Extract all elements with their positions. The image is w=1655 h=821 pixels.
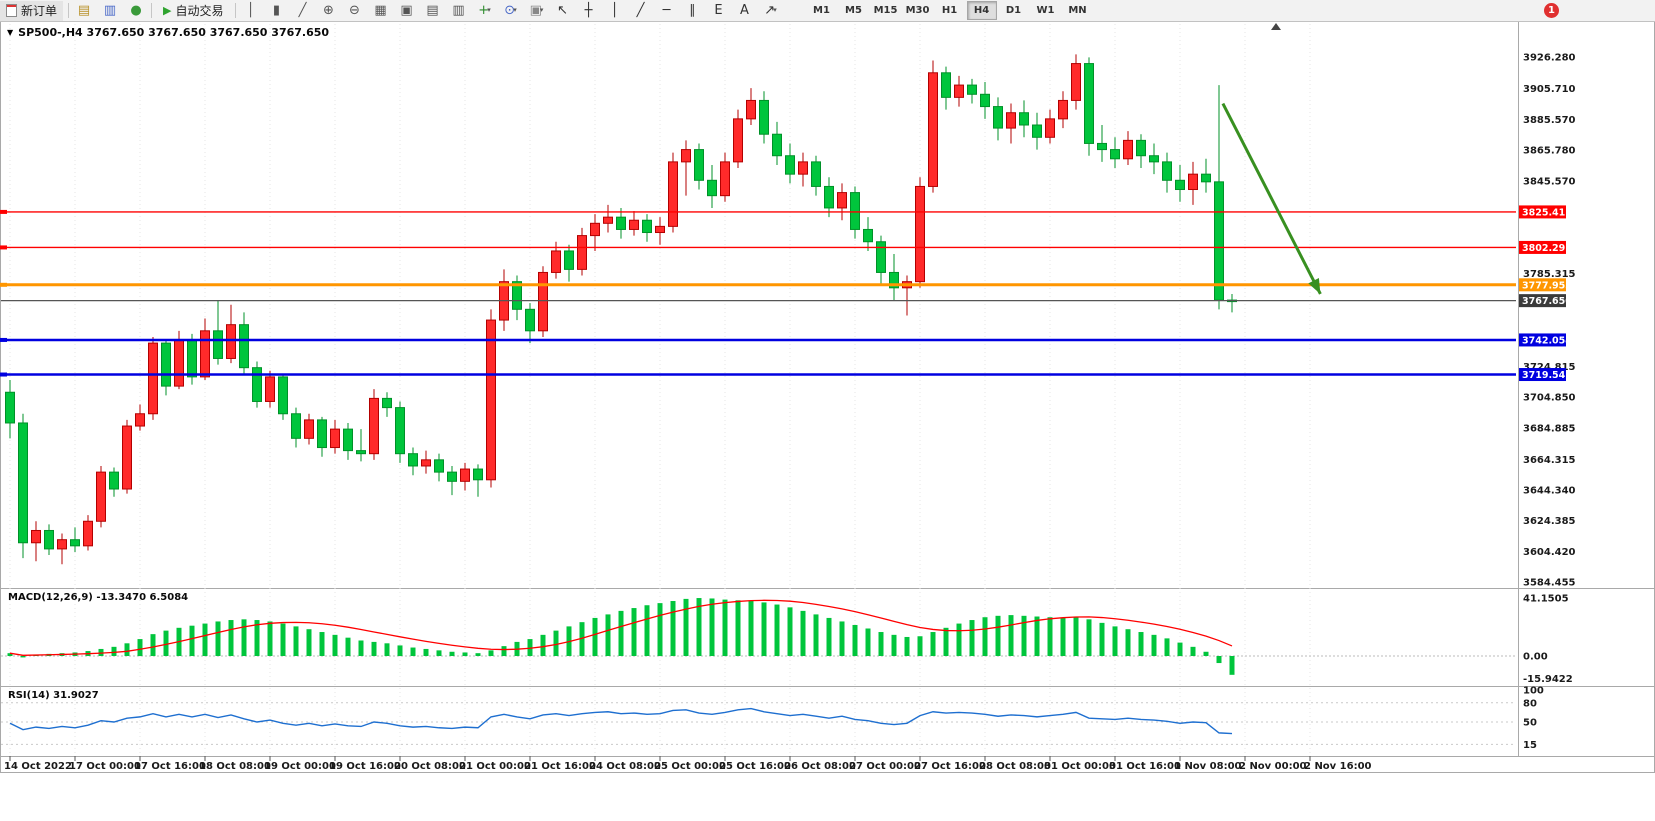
timeframe-button-h1[interactable]: H1: [941, 5, 958, 16]
add-indicator-icon[interactable]: + ▾: [478, 3, 491, 18]
channel-icon[interactable]: ∥: [689, 3, 696, 18]
price-scale[interactable]: [1518, 22, 1655, 756]
notifications-badge[interactable]: 1: [1544, 3, 1559, 18]
timeframe-button-m30[interactable]: M30: [905, 5, 930, 16]
cursor-icon[interactable]: ↖: [557, 3, 568, 18]
autotrading-button[interactable]: ▶ 自动交易: [157, 1, 229, 21]
dropdown-arrow-icon: ▾: [487, 6, 491, 14]
horizontal-line-icon[interactable]: ─: [662, 3, 671, 18]
timeframe-button-m5[interactable]: M5: [845, 5, 862, 16]
trendline-icon[interactable]: ╱: [636, 3, 645, 18]
new-order-button[interactable]: 新订单: [0, 0, 64, 21]
arrange-windows-icon[interactable]: ▥: [452, 3, 465, 18]
grid-icon[interactable]: ▦: [374, 3, 387, 18]
symbol-dropdown-icon[interactable]: ▼: [7, 28, 14, 37]
cascade-windows-icon[interactable]: ▤: [426, 3, 439, 18]
crosshair-icon[interactable]: ┼: [584, 3, 593, 18]
zoom-out-icon[interactable]: ⊖: [349, 3, 360, 18]
dropdown-arrow-icon: ▾: [539, 6, 544, 14]
timeframe-button-mn[interactable]: MN: [1068, 5, 1087, 16]
new-order-label: 新订单: [21, 4, 58, 18]
tile-windows-icon[interactable]: ▣: [400, 3, 413, 18]
toolbar: 新订单 ▤ ▥ ● ▶ 自动交易 │ ▮ ╱ ⊕ ⊖ ▦ ▣ ▤ ▥ + ▾ ⊙ ▾ ▣ ▾ ↖ ┼ │ ╱ ─ ∥ E A ↗ ▾…: [0, 0, 1655, 22]
text-label-icon[interactable]: A: [740, 3, 749, 18]
timeframe-button-d1[interactable]: D1: [1005, 5, 1022, 16]
arrows-tool-icon[interactable]: ↗ ▾: [764, 3, 777, 18]
toolbar-separator: [234, 3, 236, 18]
data-window-icon[interactable]: ▥: [103, 3, 117, 18]
snapshot-icon[interactable]: ▣ ▾: [529, 3, 544, 18]
bar-chart-icon[interactable]: │: [246, 3, 255, 18]
chart-tools-group: │ ▮ ╱ ⊕ ⊖ ▦ ▣ ▤ ▥ + ▾ ⊙ ▾ ▣ ▾ ↖ ┼ │ ╱ ─ ∥ E A ↗ ▾: [241, 1, 781, 20]
navigator-icon[interactable]: ●: [130, 3, 142, 18]
chart-title-row: ▼ SP500-,H4 3767.650 3767.650 3767.650 3…: [7, 26, 329, 39]
vertical-line-icon[interactable]: │: [610, 3, 619, 18]
toolbar-separator: [151, 3, 153, 18]
line-chart-icon[interactable]: ╱: [298, 3, 307, 18]
timeframe-group: M1 M5 M15 M30 H1 H4 D1 W1 MN: [807, 1, 1093, 20]
toolbar-separator: [68, 3, 70, 18]
autotrading-label: 自动交易: [175, 4, 224, 18]
fibonacci-icon[interactable]: E: [714, 3, 723, 18]
timeframe-button-m15[interactable]: M15: [873, 5, 898, 16]
time-scale[interactable]: [0, 756, 1655, 773]
dropdown-arrow-icon: ▾: [773, 6, 777, 14]
autotrading-play-icon: ▶: [163, 4, 172, 17]
market-watch-icon[interactable]: ▤: [77, 3, 91, 18]
timeframe-button-h4[interactable]: H4: [966, 1, 997, 20]
timeframe-button-m1[interactable]: M1: [813, 5, 830, 16]
chart-title: SP500-,H4 3767.650 3767.650 3767.650 376…: [18, 26, 330, 39]
dropdown-arrow-icon: ▾: [513, 6, 517, 14]
zoom-in-icon[interactable]: ⊕: [323, 3, 334, 18]
candlestick-chart-icon[interactable]: ▮: [272, 3, 281, 18]
period-icon[interactable]: ⊙ ▾: [504, 3, 517, 18]
new-order-icon: [6, 4, 17, 17]
chart-plot-area[interactable]: [0, 40, 1516, 756]
timeframe-button-w1[interactable]: W1: [1036, 5, 1055, 16]
system-icons-group: ▤ ▥ ●: [74, 1, 146, 20]
